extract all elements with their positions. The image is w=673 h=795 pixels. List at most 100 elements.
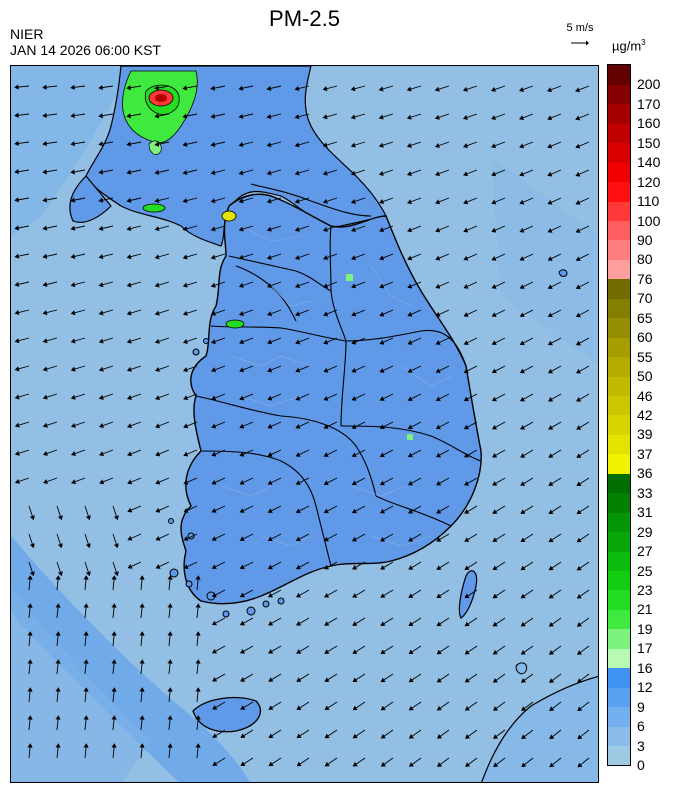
wind-arrow-head: [434, 86, 440, 92]
wind-arrow-head: [547, 228, 553, 233]
wind-arrow-head: [70, 338, 76, 344]
colorbar-segment: [608, 609, 630, 630]
wind-arrow-head: [42, 141, 47, 147]
wind-arrow-head: [492, 678, 498, 683]
wind-arrow-head: [322, 170, 328, 176]
wind-arrow-head: [127, 423, 133, 429]
wind-arrow-head: [154, 169, 160, 175]
colorbar-tick-label: 90: [637, 232, 653, 248]
wind-arrow-head: [211, 367, 217, 373]
wind-arrow-head: [521, 706, 527, 711]
colorbar-segment: [608, 745, 630, 766]
wind-arrow-head: [463, 283, 469, 289]
colorbar-tick-label: 16: [637, 659, 653, 676]
wind-arrow-head: [407, 480, 413, 486]
wind-arrow-head: [111, 659, 117, 664]
wind-arrow-head: [211, 620, 217, 626]
wind-arrow-head: [183, 507, 189, 513]
wind-arrow-head: [42, 225, 48, 231]
colorbar-segment: [608, 356, 630, 377]
wind-arrow-head: [379, 311, 385, 317]
unit-exponent: 3: [641, 38, 646, 47]
wind-arrow-head: [83, 659, 89, 664]
wind-arrow-head: [294, 85, 300, 92]
wind-arrow-head: [464, 509, 470, 514]
wind-arrow-head: [139, 659, 145, 664]
wind-arrow-head: [379, 283, 385, 289]
wind-arrow-head: [14, 394, 20, 400]
colorbar-segment: [608, 590, 630, 610]
wind-arrow-head: [408, 762, 414, 767]
wind-arrow-head: [167, 603, 173, 608]
wind-arrow-head: [491, 199, 497, 205]
wind-arrow-head: [295, 311, 301, 317]
wind-arrow-head: [549, 734, 555, 740]
wind-arrow-head: [406, 171, 412, 176]
wind-arrow-head: [407, 255, 413, 261]
wind-arrow-head: [154, 338, 160, 344]
colorbar-segment: [608, 453, 630, 474]
wind-arrow-head: [322, 142, 328, 148]
wind-arrow-head: [350, 142, 356, 148]
wind-arrow-head: [111, 575, 117, 580]
wind-arrow-head: [323, 311, 329, 317]
wind-arrow-head: [577, 678, 583, 683]
wind-arrow-head: [436, 621, 442, 627]
colorbar-tick-label: 23: [637, 582, 653, 598]
wind-arrow-head: [323, 536, 329, 542]
wind-arrow-head: [576, 622, 582, 627]
colorbar-tick-label: 80: [637, 251, 653, 268]
colorbar-segment: [608, 570, 630, 591]
colorbar-segment: [608, 220, 630, 241]
wind-arrow-head: [155, 535, 161, 541]
wind-arrow-head: [408, 537, 414, 542]
wind-arrow-head: [267, 339, 273, 345]
wind-arrow-head: [548, 650, 554, 655]
wind-arrow-head: [267, 480, 273, 485]
wind-arrow-head: [295, 424, 301, 429]
wind-arrow-head: [267, 508, 273, 513]
colorbar-tick-label: 150: [637, 134, 661, 151]
wind-arrow-head: [210, 310, 216, 316]
wind-arrow-head: [267, 536, 273, 542]
pm25-map[interactable]: [10, 65, 599, 783]
wind-arrow-head: [127, 535, 133, 541]
wind-arrow-head: [548, 565, 554, 571]
wind-arrow-head: [463, 171, 469, 177]
wind-arrow-head: [57, 571, 63, 577]
wind-arrow-head: [126, 366, 132, 372]
wind-arrow-head: [154, 282, 160, 288]
wind-arrow-head: [548, 537, 554, 543]
wind-arrow-head: [113, 543, 119, 549]
wind-arrow-head: [435, 171, 440, 177]
wind-arrow-head: [548, 425, 554, 430]
wind-arrow-head: [238, 254, 244, 260]
wind-arrow-head: [239, 564, 245, 570]
colorbar-segment: [608, 201, 630, 222]
wind-arrow-head: [42, 169, 48, 175]
wind-arrow-head: [238, 113, 244, 119]
colorbar-segment: [608, 706, 630, 727]
wind-arrow-head: [55, 715, 61, 720]
colorbar-tick-label: 19: [637, 620, 653, 637]
wind-arrow-head: [378, 86, 384, 92]
colorbar-tick-label: 36: [637, 465, 653, 482]
wind-arrow-head: [154, 254, 160, 260]
wind-arrow-head: [55, 575, 61, 580]
wind-arrow-head: [463, 424, 469, 430]
wind-arrow-head: [238, 142, 244, 148]
wind-arrow-head: [211, 339, 216, 345]
wind-arrow-head: [520, 509, 526, 514]
wind-arrow-head: [266, 142, 272, 148]
wind-arrow-head: [83, 631, 89, 636]
wind-arrow-head: [111, 603, 117, 608]
wind-arrow-head: [407, 311, 413, 317]
wind-arrow-head: [519, 115, 525, 121]
colorbar-segment: [608, 687, 630, 708]
wind-arrow-head: [519, 199, 525, 205]
wind-arrow-head: [14, 450, 20, 456]
wind-arrow-head: [380, 536, 386, 542]
wind-arrow-head: [155, 479, 161, 485]
wind-arrow-head: [463, 312, 469, 317]
wind-arrow-head: [435, 396, 441, 402]
